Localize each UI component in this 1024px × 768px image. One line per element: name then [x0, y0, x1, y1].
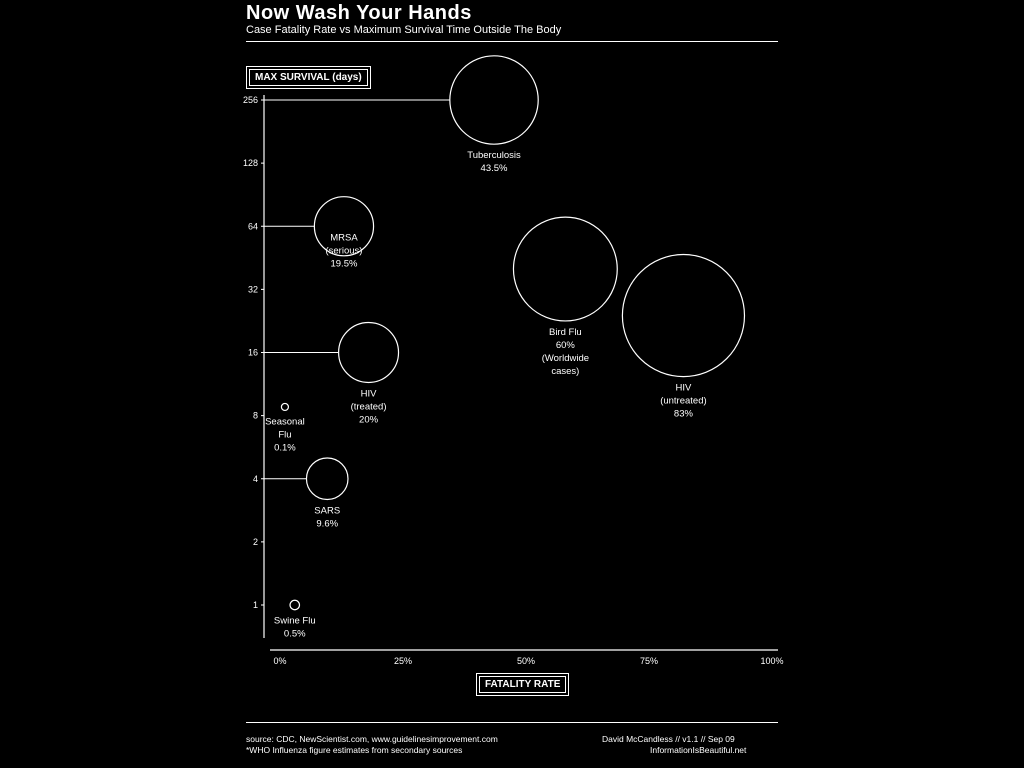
data-point-label: HIV (untreated) 83% — [660, 383, 706, 420]
x-axis-label: FATALITY RATE — [479, 676, 567, 693]
y-tick-label: 2 — [253, 537, 258, 547]
x-tick-label: 50% — [517, 656, 535, 666]
footer-site: InformationIsBeautiful.net — [650, 745, 747, 755]
y-tick-label: 64 — [248, 221, 258, 231]
data-point-label: HIV (treated) 20% — [351, 388, 387, 425]
data-point — [313, 196, 375, 257]
footer-rule — [246, 722, 778, 723]
y-tick-label: 128 — [243, 158, 258, 168]
data-point — [512, 216, 618, 322]
x-tick-label: 0% — [273, 656, 286, 666]
x-tick-label: 75% — [640, 656, 658, 666]
data-point-label: MRSA (serious) 19.5% — [325, 232, 362, 269]
x-tick-label: 25% — [394, 656, 412, 666]
y-tick-label: 256 — [243, 95, 258, 105]
data-point — [280, 402, 290, 412]
footer-note: *WHO Influenza figure estimates from sec… — [246, 745, 463, 755]
data-point-label: Seasonal Flu 0.1% — [265, 416, 305, 453]
y-tick-label: 32 — [248, 284, 258, 294]
footer-source: source: CDC, NewScientist.com, www.guide… — [246, 734, 498, 744]
data-point — [621, 253, 746, 378]
data-point — [289, 599, 301, 611]
y-tick-label: 4 — [253, 474, 258, 484]
data-point-label: Bird Flu 60% (Worldwide cases) — [542, 327, 589, 377]
header-rule — [246, 41, 778, 42]
chart-title: Now Wash Your Hands — [246, 2, 472, 24]
data-point — [449, 55, 539, 145]
x-tick-label: 100% — [760, 656, 783, 666]
data-point-label: SARS 9.6% — [314, 506, 340, 530]
y-tick-label: 8 — [253, 411, 258, 421]
footer-credit: David McCandless // v1.1 // Sep 09 — [602, 734, 735, 744]
data-point-label: Tuberculosis 43.5% — [467, 150, 521, 174]
y-tick-label: 16 — [248, 348, 258, 358]
y-axis-label: MAX SURVIVAL (days) — [249, 69, 368, 86]
data-point — [337, 321, 400, 384]
data-point-label: Swine Flu 0.5% — [274, 616, 316, 640]
chart-subtitle: Case Fatality Rate vs Maximum Survival T… — [246, 24, 562, 36]
y-tick-label: 1 — [253, 600, 258, 610]
data-point — [305, 457, 349, 501]
